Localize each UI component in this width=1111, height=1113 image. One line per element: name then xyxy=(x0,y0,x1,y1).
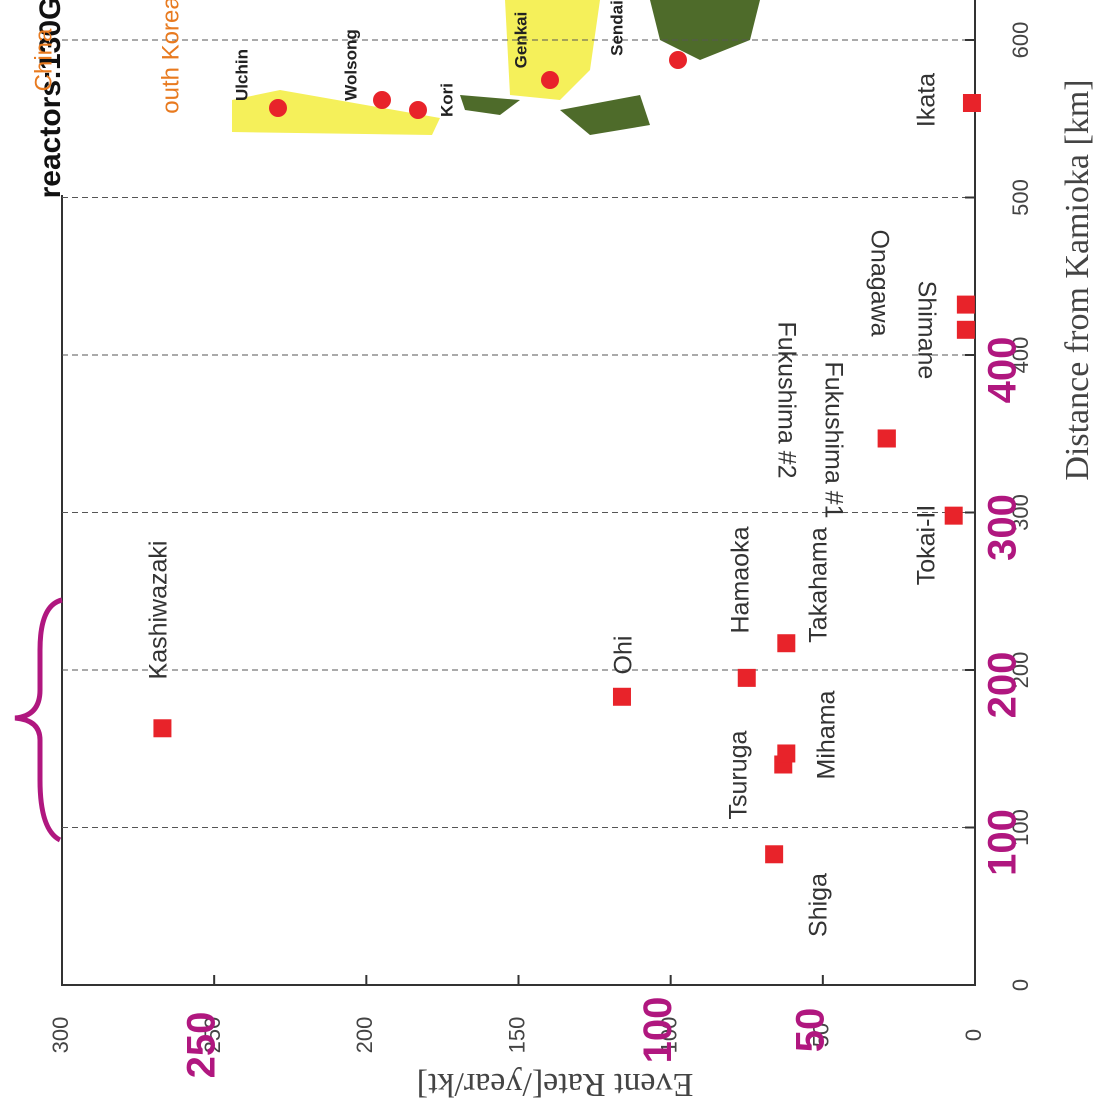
map-label: Wolsong xyxy=(341,29,360,100)
point-label: Fukushima #2 xyxy=(772,321,800,478)
point xyxy=(153,719,171,737)
point-label: Hamaoka xyxy=(727,526,755,633)
handwritten-mark: 200 xyxy=(981,652,1025,719)
map-reactor xyxy=(269,99,287,117)
point-label: Ohi xyxy=(610,636,638,675)
map-reactor xyxy=(373,91,391,109)
map-reactor xyxy=(409,101,427,119)
map-reactor xyxy=(669,51,687,69)
map-label: Kori xyxy=(437,83,456,117)
x-tick-label: 500 xyxy=(1008,179,1033,216)
point xyxy=(878,429,896,447)
point-label: Mihama xyxy=(813,690,841,779)
x-tick-label: 600 xyxy=(1008,22,1033,59)
point-label: Shiga xyxy=(805,873,833,937)
map-label: Ulchin xyxy=(232,49,251,101)
y-tick-label: 0 xyxy=(961,1029,986,1041)
map-land xyxy=(560,95,650,135)
x-tick-label: 0 xyxy=(1008,979,1033,991)
handwritten-mark: 100 xyxy=(981,809,1025,876)
map-label: Sendai xyxy=(607,0,626,56)
y-axis-title: Event Rate[/year/kt] xyxy=(417,1066,694,1103)
point xyxy=(963,94,981,112)
y-tick-label: 150 xyxy=(504,1017,529,1054)
point xyxy=(613,688,631,706)
chart: 0 100 200 300 400 500 600 0 50 100 150 200 250 300 Dis… xyxy=(0,0,1111,1113)
point xyxy=(765,845,783,863)
map-label: outh Korea xyxy=(157,0,184,114)
handwritten-mark: 400 xyxy=(981,337,1025,404)
handwritten-mark: 50 xyxy=(788,1008,832,1053)
map-label: Genkai xyxy=(511,12,530,69)
x-axis-title: Distance from Kamioka [km] xyxy=(1059,79,1096,480)
point xyxy=(777,634,795,652)
map-inset xyxy=(232,0,760,135)
point-label: Tokai-II xyxy=(913,505,941,586)
y-tick-label: 200 xyxy=(352,1017,377,1054)
point xyxy=(957,296,975,314)
point xyxy=(738,669,756,687)
brace xyxy=(15,600,62,840)
point-label: Shimane xyxy=(912,281,940,380)
y-tick-label: 300 xyxy=(48,1017,73,1054)
handwritten-mark: 300 xyxy=(981,494,1025,561)
point xyxy=(777,744,795,762)
point xyxy=(957,321,975,339)
handwritten-mark: 250 xyxy=(180,1012,224,1079)
point-label: Kashiwazaki xyxy=(145,541,173,680)
map-label: China xyxy=(30,28,57,91)
point-label: Fukushima #1 xyxy=(819,361,847,518)
point-label: Takahama xyxy=(805,527,833,642)
map-land xyxy=(650,0,760,60)
point-label: Tsuruga xyxy=(725,730,753,819)
map-reactor xyxy=(541,71,559,89)
handwritten-mark: 100 xyxy=(636,997,680,1064)
point-label: Ikata xyxy=(913,73,941,127)
map-land xyxy=(232,90,440,135)
point xyxy=(945,507,963,525)
point-label: Onagawa xyxy=(865,229,893,336)
map-land xyxy=(460,95,520,115)
